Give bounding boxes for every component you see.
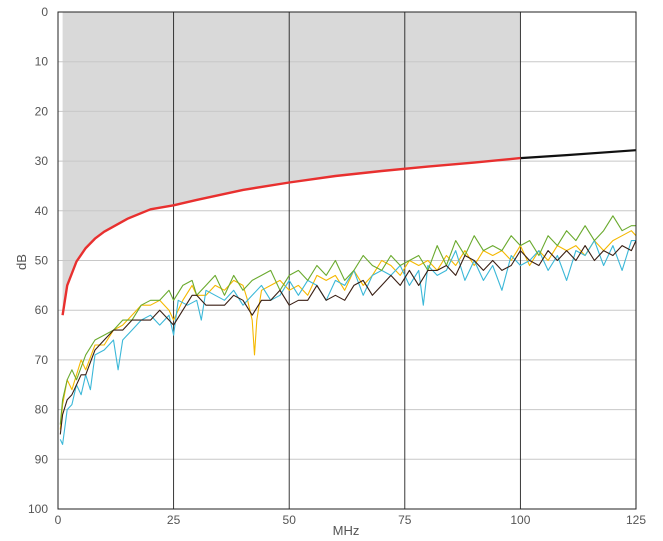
y-tick-label: 80	[35, 403, 49, 417]
series-line-1	[59, 230, 637, 430]
y-tick-label: 70	[35, 353, 49, 367]
limit-layer	[61, 149, 637, 316]
y-tick-labels: 0 10 20 30 40 50 60 70 80 90 100	[28, 5, 48, 516]
x-tick-labels: 0 25 50 75 100 125	[55, 513, 647, 527]
frame	[57, 11, 637, 510]
y-tick-label: 20	[35, 104, 49, 118]
series-line-3	[59, 215, 636, 425]
y-tick-label: 100	[28, 502, 48, 516]
limit-shaded-region	[62, 12, 521, 316]
series-line-4	[59, 240, 637, 435]
limit-line-extension	[520, 149, 637, 160]
plot-frame	[57, 11, 637, 510]
y-tick-label: 50	[35, 254, 49, 268]
y-tick-label: 10	[35, 55, 49, 69]
y-tick-label: 30	[35, 154, 49, 168]
y-tick-label: 40	[35, 204, 49, 218]
x-tick-label: 125	[626, 513, 646, 527]
x-tick-label: 75	[398, 513, 412, 527]
series-layer	[59, 215, 637, 445]
x-axis-label: MHz	[333, 523, 360, 538]
x-tick-label: 0	[55, 513, 62, 527]
limit-line	[61, 156, 521, 316]
y-tick-label: 90	[35, 452, 49, 466]
x-tick-label: 100	[510, 513, 530, 527]
y-tick-label: 0	[41, 5, 48, 19]
grid	[58, 12, 636, 509]
limit-region	[62, 12, 521, 316]
x-tick-label: 25	[167, 513, 181, 527]
x-tick-label: 50	[283, 513, 297, 527]
y-tick-label: 60	[35, 303, 49, 317]
y-axis-label: dB	[14, 254, 29, 270]
